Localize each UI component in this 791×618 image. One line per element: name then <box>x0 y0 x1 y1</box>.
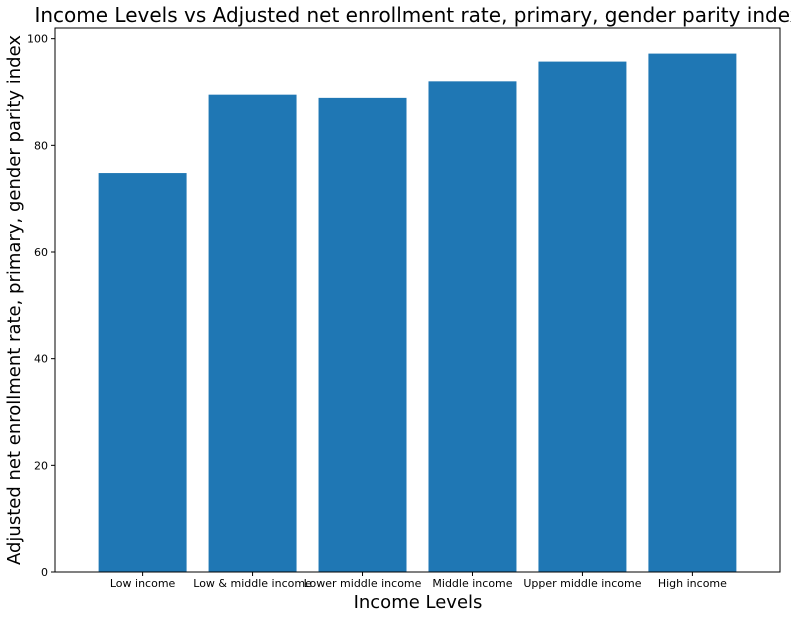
x-tick-label-0: Low income <box>110 577 176 590</box>
bar-2 <box>318 97 407 572</box>
y-tick-label-4: 80 <box>34 139 48 152</box>
x-tick-label-4: Upper middle income <box>523 577 641 590</box>
x-axis-label: Income Levels <box>354 592 483 613</box>
chart-title: Income Levels vs Adjusted net enrollment… <box>34 3 791 27</box>
bars-group <box>98 53 737 573</box>
bar-0 <box>98 173 187 573</box>
y-tick-label-5: 100 <box>27 33 48 46</box>
y-axis-label: Adjusted net enrollment rate, primary, g… <box>4 35 25 565</box>
y-tick-label-1: 20 <box>34 459 48 472</box>
bar-5 <box>648 53 737 573</box>
y-tick-label-3: 60 <box>34 246 48 259</box>
bar-1 <box>208 94 297 573</box>
plot-frame <box>54 27 781 573</box>
bar-3 <box>428 81 517 572</box>
x-tick-label-2: Lower middle income <box>304 577 422 590</box>
x-tick-label-1: Low & middle income <box>193 577 312 590</box>
x-tick-label-5: High income <box>658 577 727 590</box>
bar-4 <box>538 61 627 572</box>
y-tick-label-0: 0 <box>41 566 48 579</box>
y-axis-ticks: 0 20 40 60 80 100 <box>27 33 55 579</box>
y-tick-label-2: 40 <box>34 353 48 366</box>
x-tick-label-3: Middle income <box>432 577 512 590</box>
